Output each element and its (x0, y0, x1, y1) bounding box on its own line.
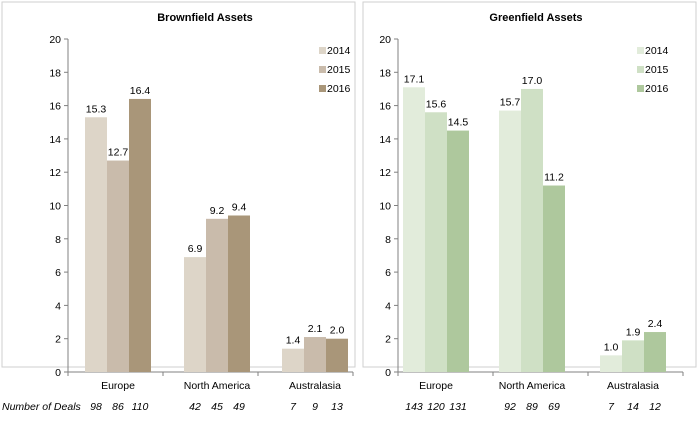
bar (543, 185, 565, 372)
y-tick-label: 8 (55, 234, 61, 246)
bar (282, 348, 304, 372)
bar (326, 338, 348, 372)
category-label: Australasia (607, 380, 659, 392)
y-tick-label: 12 (379, 167, 391, 179)
data-label: 15.3 (86, 103, 107, 115)
data-label: 15.6 (426, 98, 447, 110)
bar (403, 87, 425, 372)
data-label: 15.7 (500, 97, 521, 109)
bar (107, 160, 129, 372)
deal-count: 7 (608, 401, 615, 413)
chart-title: Greenfield Assets (489, 12, 582, 24)
category-label: Europe (419, 380, 453, 392)
y-tick-label: 6 (55, 267, 61, 279)
data-label: 1.0 (604, 341, 619, 353)
legend-label: 2016 (327, 83, 351, 95)
data-label: 2.4 (648, 318, 663, 330)
y-tick-label: 16 (379, 101, 391, 113)
bar (228, 215, 250, 372)
bar (622, 340, 644, 372)
y-tick-label: 2 (55, 334, 61, 346)
legend-swatch (637, 66, 644, 73)
deal-count: 42 (189, 401, 201, 413)
y-tick-label: 0 (385, 367, 391, 379)
y-tick-label: 18 (49, 67, 61, 79)
deal-count: 92 (504, 401, 516, 413)
y-tick-label: 20 (379, 34, 391, 46)
y-tick-label: 4 (55, 300, 61, 312)
bar (644, 332, 666, 372)
y-tick-label: 14 (49, 134, 61, 146)
legend-label: 2016 (645, 83, 669, 95)
panel-frame (1, 1, 356, 368)
data-label: 11.2 (544, 172, 564, 184)
data-label: 2.1 (308, 323, 323, 335)
deal-count: 13 (331, 401, 343, 413)
category-label: North America (499, 380, 566, 392)
legend-swatch (319, 66, 326, 73)
y-tick-label: 6 (385, 267, 391, 279)
category-label: Australasia (289, 380, 341, 392)
data-label: 17.1 (404, 73, 425, 85)
data-label: 1.4 (286, 335, 301, 347)
bar (206, 218, 228, 372)
data-label: 17.0 (522, 75, 543, 87)
legend-label: 2015 (645, 64, 669, 76)
bar (184, 257, 206, 372)
bar (85, 117, 107, 372)
y-tick-label: 0 (55, 367, 61, 379)
deal-count: 45 (211, 401, 223, 413)
bar (425, 112, 447, 372)
data-label: 1.9 (626, 326, 641, 338)
data-label: 14.5 (448, 117, 469, 129)
bar (499, 110, 521, 372)
deal-count: 7 (290, 401, 297, 413)
legend-label: 2014 (645, 45, 669, 57)
y-tick-label: 10 (49, 201, 61, 213)
legend-swatch (319, 85, 326, 92)
deal-count: 14 (627, 401, 639, 413)
y-tick-label: 10 (379, 201, 391, 213)
deal-count: 69 (548, 401, 560, 413)
y-tick-label: 4 (385, 300, 391, 312)
legend-swatch (319, 47, 326, 54)
data-label: 9.4 (232, 201, 247, 213)
y-tick-label: 20 (49, 34, 61, 46)
y-tick-label: 8 (385, 234, 391, 246)
data-label: 9.2 (210, 205, 225, 217)
category-label: North America (184, 380, 251, 392)
y-tick-label: 14 (379, 134, 391, 146)
deal-count: 86 (112, 401, 124, 413)
y-tick-label: 2 (385, 334, 391, 346)
deal-count: 120 (427, 401, 445, 413)
deal-count: 143 (405, 401, 423, 413)
data-label: 16.4 (130, 85, 151, 97)
bar (129, 98, 151, 372)
y-tick-label: 12 (49, 167, 61, 179)
legend-label: 2014 (327, 45, 351, 57)
deal-count: 49 (233, 401, 245, 413)
category-label: Europe (101, 380, 135, 392)
deal-count: 89 (526, 401, 538, 413)
y-tick-label: 16 (49, 101, 61, 113)
deal-count: 12 (649, 401, 661, 413)
bar (521, 88, 543, 372)
deal-count: 110 (132, 401, 149, 413)
legend-label: 2015 (327, 64, 351, 76)
deal-count: 9 (312, 401, 318, 413)
data-label: 6.9 (188, 243, 203, 255)
data-label: 12.7 (108, 147, 129, 159)
chart-title: Brownfield Assets (157, 12, 253, 24)
data-label: 2.0 (330, 325, 345, 337)
bar (304, 337, 326, 372)
legend-swatch (637, 85, 644, 92)
deal-count: 98 (90, 401, 102, 413)
legend-swatch (637, 47, 644, 54)
y-tick-label: 18 (379, 67, 391, 79)
bar (600, 355, 622, 372)
bar (447, 130, 469, 372)
deals-row-label: Number of Deals (2, 401, 82, 413)
deal-count: 131 (449, 401, 467, 413)
